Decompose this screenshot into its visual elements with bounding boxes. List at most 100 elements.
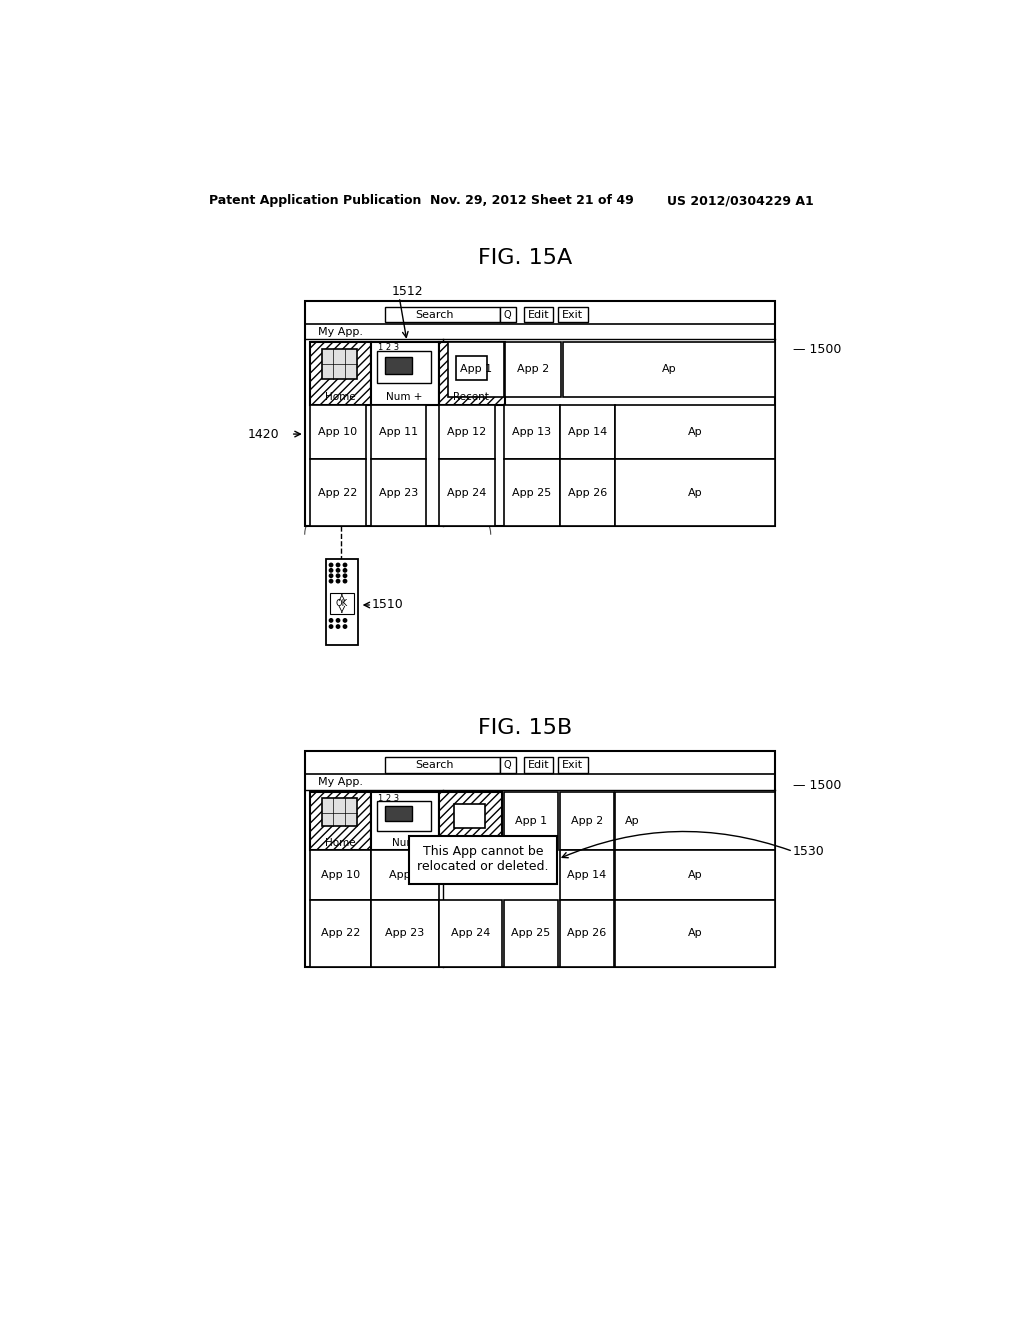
- Text: Search: Search: [415, 310, 454, 319]
- Text: App 10: App 10: [318, 426, 357, 437]
- Bar: [558, 758, 588, 774]
- Bar: [322, 350, 357, 379]
- Circle shape: [330, 564, 333, 566]
- Circle shape: [330, 569, 333, 572]
- Text: Edit: Edit: [528, 760, 550, 770]
- Bar: [504, 405, 560, 459]
- Text: 1512: 1512: [391, 285, 423, 298]
- Bar: [410, 836, 557, 884]
- Circle shape: [343, 579, 347, 583]
- Text: FIG. 15B: FIG. 15B: [477, 718, 572, 738]
- Bar: [371, 900, 438, 966]
- Bar: [385, 758, 500, 774]
- Bar: [615, 405, 775, 459]
- Bar: [385, 358, 412, 374]
- Bar: [524, 308, 554, 322]
- Text: App 24: App 24: [451, 928, 490, 939]
- Text: App 1: App 1: [460, 364, 493, 375]
- Bar: [560, 900, 614, 966]
- Text: App 25: App 25: [511, 928, 551, 939]
- Circle shape: [343, 624, 347, 628]
- Text: App 22: App 22: [318, 487, 357, 498]
- Circle shape: [336, 619, 340, 622]
- Bar: [438, 792, 503, 850]
- Bar: [385, 807, 412, 821]
- Bar: [305, 751, 775, 966]
- Circle shape: [330, 619, 333, 622]
- Text: Ap: Ap: [688, 928, 702, 939]
- Text: App 26: App 26: [567, 928, 606, 939]
- Circle shape: [336, 569, 340, 572]
- Text: Home: Home: [325, 838, 355, 847]
- Text: App 24: App 24: [447, 487, 486, 498]
- Text: App 25: App 25: [512, 487, 551, 498]
- Bar: [371, 405, 426, 459]
- Bar: [560, 850, 614, 900]
- Text: Q: Q: [504, 310, 512, 319]
- Bar: [310, 850, 371, 900]
- Bar: [504, 900, 558, 966]
- Bar: [563, 342, 775, 397]
- Bar: [326, 558, 358, 645]
- Bar: [615, 900, 775, 966]
- Bar: [310, 900, 371, 966]
- Bar: [504, 459, 560, 527]
- Text: Ap: Ap: [688, 426, 702, 437]
- Circle shape: [336, 574, 340, 577]
- Circle shape: [343, 569, 347, 572]
- Bar: [558, 308, 588, 322]
- Bar: [438, 459, 495, 527]
- Circle shape: [343, 619, 347, 622]
- Text: App 26: App 26: [568, 487, 607, 498]
- Bar: [310, 342, 371, 405]
- Bar: [438, 342, 505, 405]
- Bar: [524, 758, 554, 774]
- Text: My App.: My App.: [317, 326, 362, 337]
- Text: App 23: App 23: [385, 928, 424, 939]
- Text: Search: Search: [415, 760, 454, 770]
- Circle shape: [336, 624, 340, 628]
- Bar: [310, 792, 371, 850]
- Bar: [330, 593, 354, 614]
- Text: 1510: 1510: [372, 598, 403, 611]
- Bar: [500, 758, 515, 774]
- Bar: [615, 459, 775, 527]
- Text: Q: Q: [504, 760, 512, 770]
- Bar: [506, 342, 561, 397]
- Bar: [385, 308, 500, 322]
- Bar: [377, 351, 431, 383]
- Text: Ap: Ap: [688, 487, 702, 498]
- Text: Ap: Ap: [625, 816, 639, 825]
- Text: Ap: Ap: [662, 364, 676, 375]
- Text: — 1500: — 1500: [793, 343, 842, 356]
- Text: App 22: App 22: [321, 928, 360, 939]
- Text: OK: OK: [336, 599, 348, 609]
- Text: FIG. 15A: FIG. 15A: [477, 248, 572, 268]
- Text: App 10: App 10: [321, 870, 359, 879]
- Text: App 23: App 23: [379, 487, 418, 498]
- Bar: [310, 405, 366, 459]
- Bar: [504, 792, 558, 850]
- Text: — 1500: — 1500: [793, 779, 842, 792]
- Text: 1530: 1530: [793, 845, 824, 858]
- Text: Nov. 29, 2012: Nov. 29, 2012: [430, 194, 527, 207]
- Text: Exit: Exit: [562, 760, 584, 770]
- Text: App 11: App 11: [379, 426, 418, 437]
- Bar: [500, 308, 515, 322]
- Text: App 1: App 1: [389, 870, 421, 879]
- Circle shape: [343, 564, 347, 566]
- Bar: [371, 850, 438, 900]
- Text: US 2012/0304229 A1: US 2012/0304229 A1: [667, 194, 813, 207]
- Bar: [615, 850, 775, 900]
- Bar: [560, 792, 614, 850]
- Bar: [560, 459, 615, 527]
- Text: This App cannot be: This App cannot be: [423, 845, 543, 858]
- Text: relocated or deleted.: relocated or deleted.: [417, 861, 549, 874]
- Bar: [322, 799, 357, 826]
- Bar: [371, 342, 438, 405]
- Text: App 12: App 12: [447, 426, 486, 437]
- Text: Home: Home: [325, 392, 355, 403]
- Bar: [310, 459, 366, 527]
- Text: Patent Application Publication: Patent Application Publication: [209, 194, 422, 207]
- Text: 1420: 1420: [248, 428, 280, 441]
